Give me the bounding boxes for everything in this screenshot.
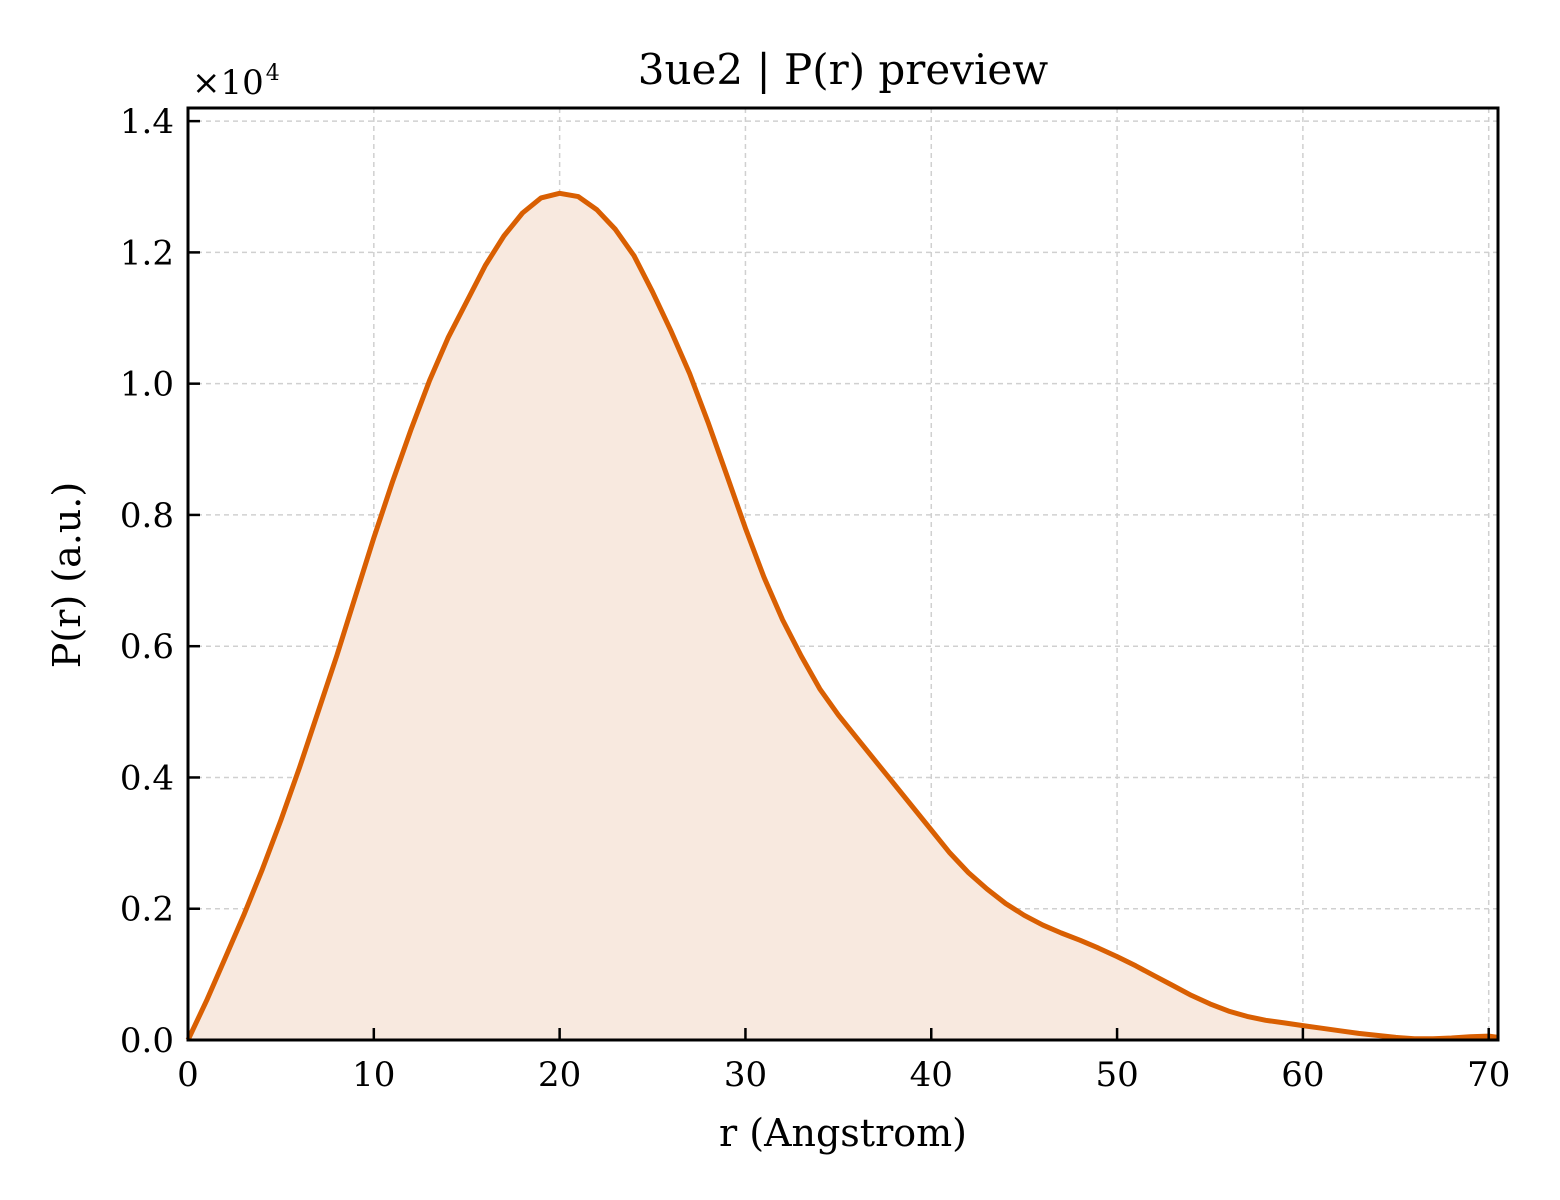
x-axis-label: r (Angstrom) — [719, 1111, 967, 1155]
x-tick-label: 30 — [724, 1055, 767, 1095]
series-line — [185, 190, 1499, 1042]
y-multiplier: ×104 — [192, 61, 280, 103]
x-tick-label: 50 — [1095, 1055, 1138, 1095]
x-tick-label: 70 — [1467, 1055, 1510, 1095]
area-fill — [188, 193, 1498, 1041]
y-multiplier-base: ×10 — [192, 63, 264, 103]
x-tick-label: 40 — [910, 1055, 953, 1095]
plot-frame — [186, 106, 1500, 1042]
y-multiplier-exponent: 4 — [266, 61, 280, 86]
y-tick-label: 0.4 — [120, 758, 174, 798]
y-tick-label: 1.0 — [120, 365, 174, 405]
ticks: 0 10 20 30 40 50 60 70 0.0 0.2 0.4 0.6 0.8 1.0 1.2 1.4 — [120, 102, 1510, 1095]
y-tick-label: 0.6 — [120, 627, 174, 667]
x-tick-label: 20 — [538, 1055, 581, 1095]
y-tick-label: 1.2 — [120, 233, 174, 273]
x-tick-label: 10 — [352, 1055, 395, 1095]
y-tick-label: 0.8 — [120, 496, 174, 536]
y-axis-label: P(r) (a.u.) — [45, 482, 89, 668]
y-tick-label: 0.2 — [120, 890, 174, 930]
x-tick-label: 0 — [177, 1055, 199, 1095]
x-tick-label: 60 — [1281, 1055, 1324, 1095]
y-tick-label: 1.4 — [120, 102, 174, 142]
chart-title: 3ue2 | P(r) preview — [638, 45, 1048, 94]
y-tick-label: 0.0 — [120, 1021, 174, 1061]
